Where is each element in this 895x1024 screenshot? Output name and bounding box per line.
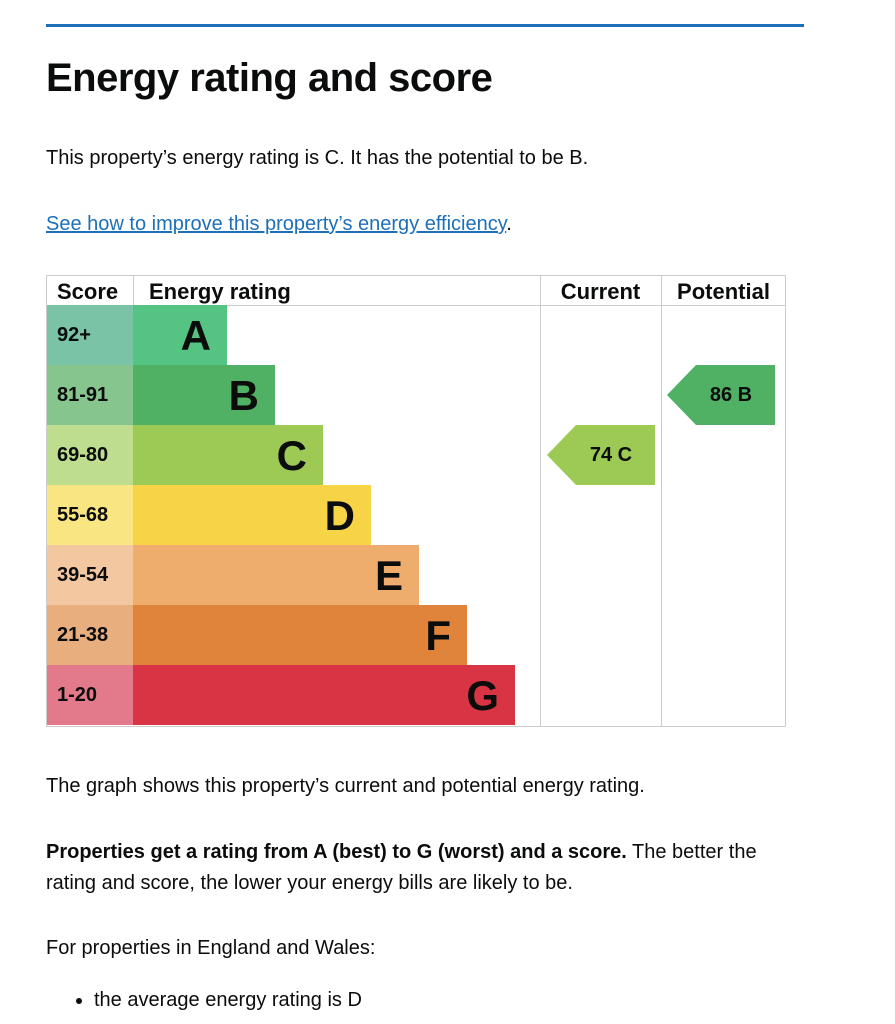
score-band-d: 55-68 (47, 485, 133, 545)
divider (133, 276, 134, 306)
region-text: For properties in England and Wales: (46, 937, 376, 959)
rating-explanation-bold: Properties get a rating from A (best) to… (46, 841, 627, 863)
score-band-c: 69-80 (47, 425, 133, 485)
energy-rating-graph: Score Energy rating Current Potential 92… (46, 275, 786, 727)
current-rating-arrow-label: 74 C (589, 444, 633, 466)
score-band-g: 1-20 (47, 665, 133, 725)
section-divider (46, 24, 804, 27)
graph-caption: The graph shows this property’s current … (46, 775, 645, 797)
improve-paragraph: See how to improve this property’s energ… (46, 209, 806, 240)
list-item: the average energy rating is D (94, 985, 362, 1016)
intro-text: This property’s energy rating is C. It h… (46, 147, 589, 169)
divider (661, 276, 662, 726)
rating-bar-g: G (133, 665, 515, 725)
rating-explanation: Properties get a rating from A (best) to… (46, 837, 806, 899)
score-band-a: 92+ (47, 305, 133, 365)
rating-bar-d: D (133, 485, 371, 545)
rating-bar-e: E (133, 545, 419, 605)
current-rating-arrow: 74 C (547, 425, 655, 485)
rating-bar-b: B (133, 365, 275, 425)
rating-bar-a: A (133, 305, 227, 365)
rating-bar-c: C (133, 425, 323, 485)
header-score: Score (47, 276, 133, 306)
rating-explanation-rest: The better the rating and score, the low… (46, 841, 757, 894)
link-suffix: . (506, 213, 512, 235)
page-title: Energy rating and score (46, 56, 493, 100)
potential-rating-arrow: 86 B (667, 365, 775, 425)
header-energy-rating: Energy rating (133, 276, 540, 306)
potential-rating-arrow-label: 86 B (709, 384, 753, 406)
header-potential: Potential (661, 276, 786, 306)
rating-bar-f: F (133, 605, 467, 665)
improve-link[interactable]: See how to improve this property’s energ… (46, 213, 507, 235)
divider (540, 276, 541, 726)
facts-list: the average energy rating is D (46, 985, 362, 1016)
score-band-e: 39-54 (47, 545, 133, 605)
score-band-b: 81-91 (47, 365, 133, 425)
score-band-f: 21-38 (47, 605, 133, 665)
header-current: Current (540, 276, 661, 306)
